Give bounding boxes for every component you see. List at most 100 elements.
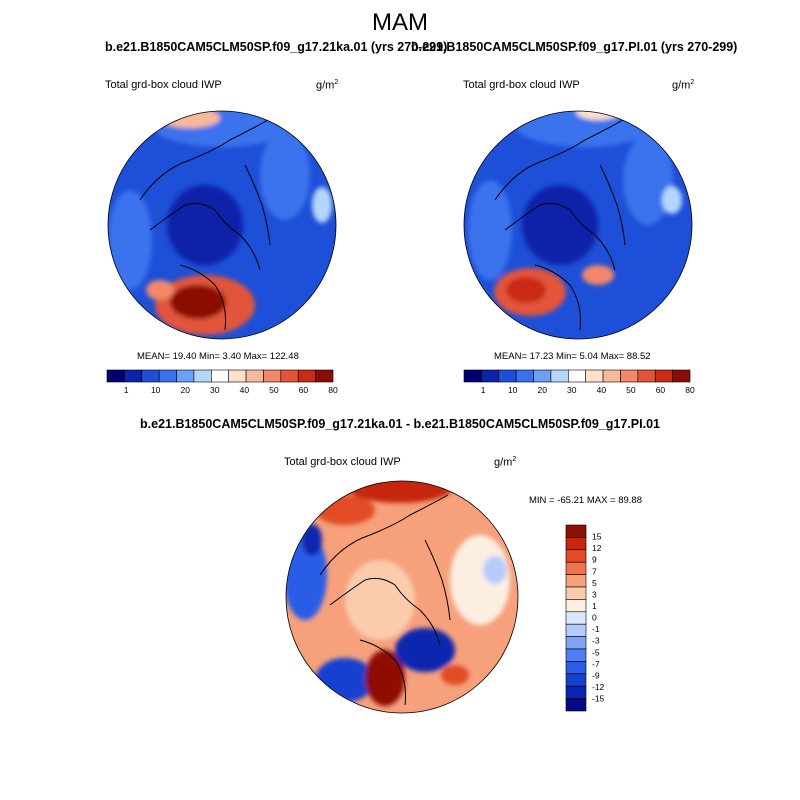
colorbar-swatch: [565, 661, 587, 675]
colorbar-swatch: [297, 369, 316, 383]
north-atlantic-positive-core: [365, 650, 405, 706]
map-panel-pi: [464, 111, 692, 339]
colorbar-tick-label: 10: [508, 385, 518, 395]
labrador-patch: [146, 280, 174, 300]
colorbar-swatch: [672, 369, 691, 383]
map-border: [107, 110, 337, 340]
colorbar-swatch: [158, 369, 177, 383]
colorbar-swatch: [565, 698, 587, 712]
left-panel-stats: MEAN= 19.40 Min= 3.40 Max= 122.48: [137, 351, 299, 362]
arctic-ocean-field: [345, 560, 415, 640]
colorbar-swatch: [498, 369, 517, 383]
colorbar-tick-label: 12: [592, 543, 602, 553]
arctic-ocean-field: [522, 185, 598, 265]
colorbar-tick-label: 5: [592, 578, 597, 588]
colorbar-tick-label: 0: [592, 613, 597, 623]
west-cloud-band: [468, 180, 512, 280]
colorbar-swatch: [515, 369, 534, 383]
coastlines: [319, 494, 451, 706]
arctic-ocean-field: [167, 185, 243, 265]
colorbar-tick-label: 1: [481, 385, 486, 395]
east-edge-patch: [312, 187, 332, 223]
colorbar-swatch: [565, 685, 587, 699]
map-border: [463, 110, 693, 340]
colorbar-tick-label: 20: [537, 385, 547, 395]
colorbar-swatch: [565, 648, 587, 662]
colorbar-tick-label: 7: [592, 566, 597, 576]
colorbar-tick-label: 80: [685, 385, 695, 395]
diff-panel-variable: Total grd-box cloud IWP: [284, 456, 401, 468]
colorbar-tick-label: 30: [567, 385, 577, 395]
colorbar-tick-label: -1: [592, 624, 600, 634]
colorbar-tick-label: 1: [124, 385, 129, 395]
left-panel-variable: Total grd-box cloud IWP: [105, 79, 222, 91]
right-case-title: b.e21.B1850CAM5CLM50SP.f09_g17.PI.01 (yr…: [411, 40, 738, 54]
colorbar-swatch: [193, 369, 212, 383]
east-negative-patch: [483, 556, 507, 584]
season-title: MAM: [372, 9, 428, 36]
colorbar-swatch: [565, 586, 587, 600]
colorbar-tick-label: 30: [210, 385, 220, 395]
norwegian-sea-patch: [582, 265, 614, 285]
colorbar-swatch: [565, 549, 587, 563]
colorbar-tick-label: -3: [592, 636, 600, 646]
colorbar-swatch: [602, 369, 621, 383]
right-colorbar: 1 10 20 30 40 50 60 80: [463, 369, 695, 395]
colorbar-tick-label: -9: [592, 670, 600, 680]
scandinavian-patch: [441, 665, 469, 685]
right-panel-stats: MEAN= 17.23 Min= 5.04 Max= 88.52: [494, 351, 651, 362]
colorbar-swatch: [585, 369, 604, 383]
colorbar-swatch: [550, 369, 569, 383]
colorbar-swatch: [565, 561, 587, 575]
colorbar-swatch: [211, 369, 229, 383]
diff-panel-minmax: MIN = -65.21 MAX = 89.88: [529, 495, 643, 506]
left-case-title: b.e21.B1850CAM5CLM50SP.f09_g17.21ka.01 (…: [105, 40, 448, 54]
pacific-cloud-patch: [576, 111, 620, 120]
colorbar-tick-label: 1: [592, 601, 597, 611]
colorbar-swatch: [565, 673, 587, 687]
norwegian-sea-negative-field: [395, 628, 455, 672]
left-colorbar: 1 10 20 30 40 50 60 80: [106, 369, 338, 395]
colorbar-tick-label: -12: [592, 682, 605, 692]
diff-panel-units: g/m2: [494, 456, 517, 469]
colorbar-swatch: [245, 369, 264, 383]
coastlines: [139, 119, 271, 331]
pacific-west-patch: [315, 495, 375, 525]
east-edge-patch: [662, 186, 682, 214]
colorbar-swatch: [565, 636, 587, 650]
right-panel-variable: Total grd-box cloud IWP: [463, 79, 580, 91]
colorbar-tick-label: 60: [656, 385, 666, 395]
right-panel-units: g/m2: [672, 79, 695, 92]
left-panel-units: g/m2: [316, 79, 339, 92]
colorbar-swatch: [565, 524, 587, 538]
pacific-cloud-patch: [160, 111, 220, 128]
colorbar-tick-label: 20: [180, 385, 190, 395]
colorbar-tick-label: 15: [592, 532, 602, 542]
map-panel-difference: [286, 481, 518, 713]
coastlines: [494, 119, 626, 331]
east-cloud-band: [260, 130, 310, 220]
colorbar-swatch: [280, 369, 299, 383]
colorbar-tick-label: 40: [597, 385, 607, 395]
colorbar-swatch: [141, 369, 160, 383]
colorbar-tick-label: -5: [592, 647, 600, 657]
colorbar-swatch: [263, 369, 282, 383]
west-negative-core: [302, 524, 322, 556]
colorbar-swatch: [565, 574, 587, 588]
colorbar-tick-label: 50: [626, 385, 636, 395]
colorbar-tick-label: 50: [269, 385, 279, 395]
colorbar-swatch: [654, 369, 673, 383]
colorbar-swatch: [637, 369, 656, 383]
colorbar-swatch: [315, 369, 334, 383]
colorbar-swatch: [463, 369, 482, 383]
colorbar-tick-label: 80: [328, 385, 338, 395]
colorbar-swatch: [565, 623, 587, 637]
colorbar-tick-label: 60: [299, 385, 309, 395]
colorbar-swatch: [568, 369, 586, 383]
map-panel-21ka: [108, 111, 336, 339]
difference-title: b.e21.B1850CAM5CLM50SP.f09_g17.21ka.01 -…: [140, 417, 660, 431]
colorbar-swatch: [481, 369, 500, 383]
colorbar-tick-label: 10: [151, 385, 161, 395]
